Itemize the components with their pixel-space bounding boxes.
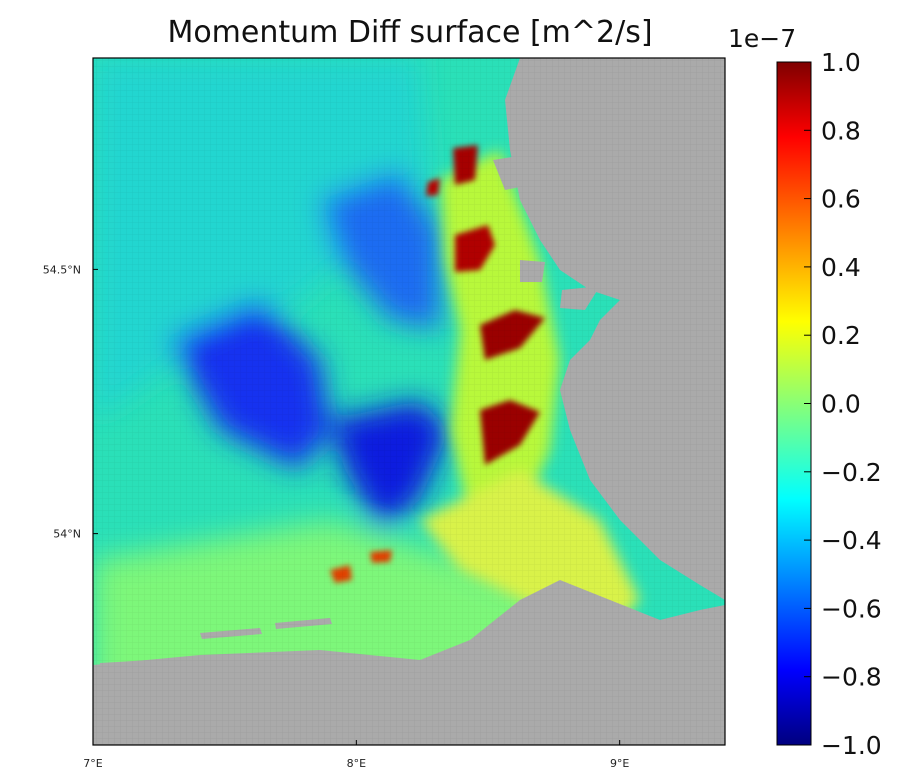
- x-tick-label: 7°E: [83, 757, 102, 770]
- y-axis-ticks: 54.5°N 54°N: [43, 263, 98, 541]
- colorbar-exponent: 1e−7: [728, 24, 796, 53]
- colorbar-ticks: 1.0 0.8 0.6 0.4 0.2 0.0 −0.2 −0.4 −0.6 −0.8 −1.0: [804, 48, 882, 760]
- colorbar-tick-label: 0.2: [821, 321, 861, 350]
- x-tick-label: 8°E: [347, 757, 366, 770]
- colorbar-tick-label: −0.8: [821, 663, 882, 692]
- colorbar-tick-label: 0.8: [821, 116, 861, 145]
- colorbar-tick-label: −1.0: [821, 731, 882, 760]
- grid-texture: [93, 58, 725, 745]
- y-tick-label: 54.5°N: [43, 263, 81, 276]
- colorbar-tick-label: −0.6: [821, 594, 882, 623]
- colorbar-tick-label: 0.6: [821, 185, 861, 214]
- chart-title: Momentum Diff surface [m^2/s]: [167, 15, 652, 50]
- colorbar-tick-label: −0.4: [821, 526, 882, 555]
- x-axis-ticks: 7°E 8°E 9°E: [83, 740, 629, 770]
- x-tick-label: 9°E: [610, 757, 629, 770]
- colorbar-tick-label: 0.0: [821, 390, 861, 419]
- y-tick-label: 54°N: [53, 528, 81, 541]
- colorbar-tick-label: 0.4: [821, 253, 861, 282]
- plot-frame: [92, 57, 726, 746]
- colorbar-tick-label: −0.2: [821, 458, 882, 487]
- colorbar: 1e−7 1.0 0.8 0.6 0.4 0.2 0.0 −0.2 −0.4 −0.6 −0.8 −…: [728, 24, 882, 760]
- colorbar-tick-label: 1.0: [821, 48, 861, 77]
- map-plot-area: [93, 58, 725, 745]
